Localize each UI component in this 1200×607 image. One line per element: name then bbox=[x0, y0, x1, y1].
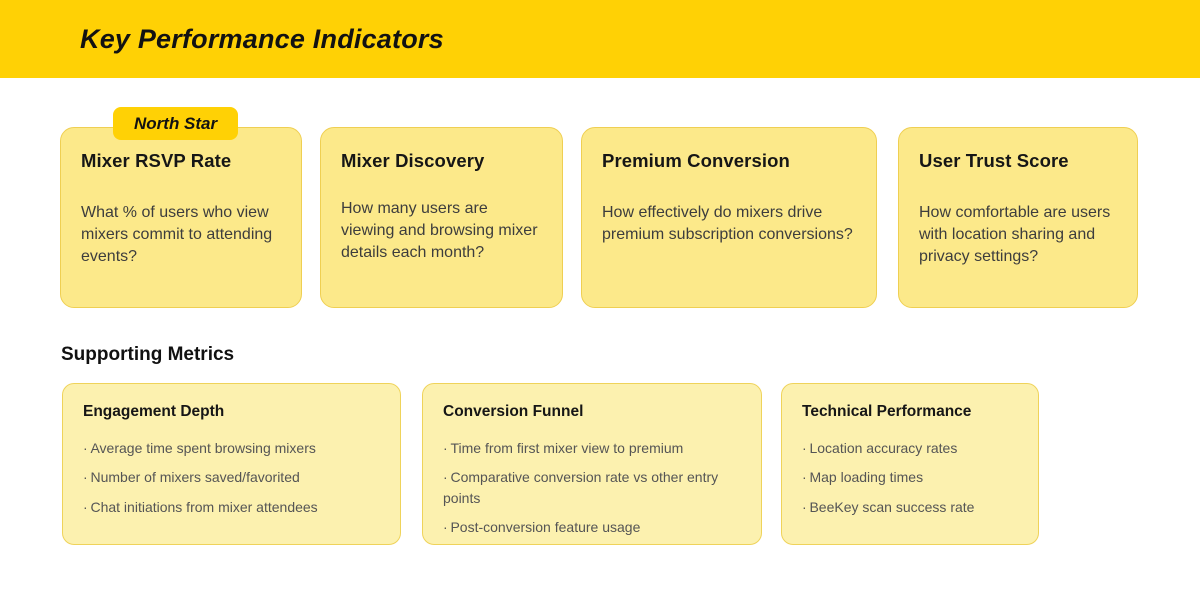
page-title: Key Performance Indicators bbox=[80, 23, 444, 54]
supporting-card-conversion-funnel: Conversion Funnel Time from first mixer … bbox=[422, 383, 762, 545]
metric-bullet: BeeKey scan success rate bbox=[802, 497, 1018, 517]
kpi-card-user-trust-score: User Trust Score How comfortable are use… bbox=[898, 127, 1138, 308]
kpi-card-description: How comfortable are users with location … bbox=[919, 204, 1111, 266]
metric-bullet: Post-conversion feature usage bbox=[443, 517, 741, 537]
supporting-card-title: Technical Performance bbox=[802, 403, 972, 420]
supporting-card-title: Engagement Depth bbox=[83, 403, 225, 420]
kpi-card-title: Premium Conversion bbox=[602, 150, 790, 171]
north-star-badge: North Star bbox=[113, 107, 239, 140]
metric-bullet: Time from first mixer view to premium bbox=[443, 438, 741, 458]
metric-bullet: Number of mixers saved/favorited bbox=[83, 467, 380, 487]
metric-bullet: Average time spent browsing mixers bbox=[83, 438, 380, 458]
metric-bullet: Location accuracy rates bbox=[802, 438, 1018, 458]
kpi-card-mixer-discovery: Mixer Discovery How many users are viewi… bbox=[320, 127, 563, 308]
metric-bullet: Comparative conversion rate vs other ent… bbox=[443, 467, 741, 508]
supporting-card-title: Conversion Funnel bbox=[443, 403, 584, 420]
kpi-card-title: User Trust Score bbox=[919, 150, 1069, 171]
kpi-card-mixer-rsvp-rate: Mixer RSVP Rate What % of users who view… bbox=[60, 127, 302, 308]
metric-bullet: Map loading times bbox=[802, 467, 1018, 487]
kpi-card-description: How many users are viewing and browsing … bbox=[341, 200, 538, 262]
kpi-card-description: How effectively do mixers drive premium … bbox=[602, 204, 853, 244]
supporting-card-engagement-depth: Engagement Depth Average time spent brow… bbox=[62, 383, 401, 545]
supporting-metrics-heading: Supporting Metrics bbox=[61, 344, 235, 365]
supporting-card-technical-performance: Technical Performance Location accuracy … bbox=[781, 383, 1039, 545]
kpi-card-title: Mixer Discovery bbox=[341, 150, 485, 171]
kpi-card-title: Mixer RSVP Rate bbox=[81, 150, 232, 171]
metric-bullet: Chat initiations from mixer attendees bbox=[83, 497, 380, 517]
kpi-card-premium-conversion: Premium Conversion How effectively do mi… bbox=[581, 127, 877, 308]
kpi-card-description: What % of users who view mixers commit t… bbox=[81, 204, 273, 266]
north-star-badge-label: North Star bbox=[134, 113, 218, 133]
header-bar: Key Performance Indicators bbox=[0, 0, 1200, 78]
